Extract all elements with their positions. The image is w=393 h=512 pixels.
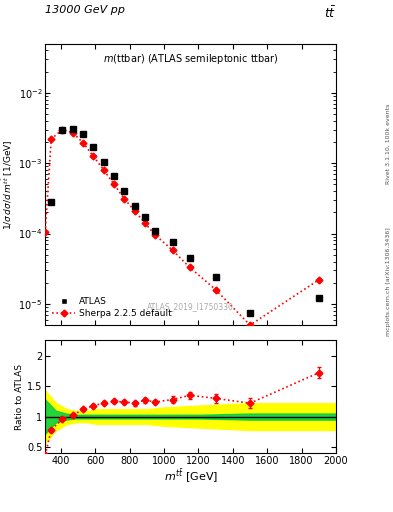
Text: $t\bar{t}$: $t\bar{t}$ (324, 5, 336, 20)
Text: $m$(ttbar) (ATLAS semileptonic ttbar): $m$(ttbar) (ATLAS semileptonic ttbar) (103, 52, 279, 66)
Y-axis label: $1 / \sigma\, d\sigma / d\, m^{t\bar{t}}\,\, [1/\mathrm{GeV}]$: $1 / \sigma\, d\sigma / d\, m^{t\bar{t}}… (1, 139, 15, 229)
Text: mcplots.cern.ch [arXiv:1306.3436]: mcplots.cern.ch [arXiv:1306.3436] (386, 227, 391, 336)
Text: ATLAS_2019_I1750330: ATLAS_2019_I1750330 (147, 302, 234, 311)
Text: 13000 GeV pp: 13000 GeV pp (45, 5, 125, 15)
Text: Rivet 3.1.10, 100k events: Rivet 3.1.10, 100k events (386, 103, 391, 183)
Legend: ATLAS, Sherpa 2.2.5 default: ATLAS, Sherpa 2.2.5 default (50, 294, 174, 321)
X-axis label: $m^{t\bar{t}}$ [GeV]: $m^{t\bar{t}}$ [GeV] (163, 467, 218, 485)
Y-axis label: Ratio to ATLAS: Ratio to ATLAS (15, 364, 24, 430)
